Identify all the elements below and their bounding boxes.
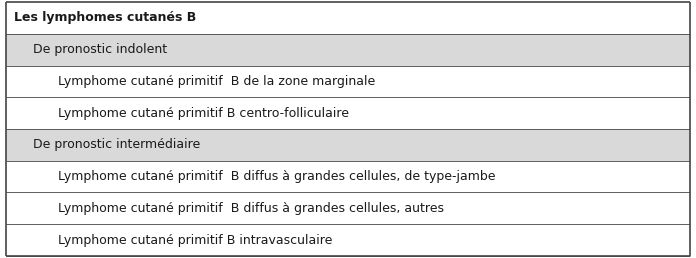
Text: Lymphome cutané primitif  B diffus à grandes cellules, de type-jambe: Lymphome cutané primitif B diffus à gran… <box>58 170 496 183</box>
Text: Lymphome cutané primitif B intravasculaire: Lymphome cutané primitif B intravasculai… <box>58 233 332 247</box>
Bar <box>6 2 690 34</box>
Bar <box>6 129 690 161</box>
Text: Lymphome cutané primitif B centro-folliculaire: Lymphome cutané primitif B centro-follic… <box>58 107 349 120</box>
Text: Lymphome cutané primitif  B diffus à grandes cellules, autres: Lymphome cutané primitif B diffus à gran… <box>58 202 444 215</box>
Bar <box>6 97 690 129</box>
Bar <box>6 34 690 66</box>
Bar <box>6 66 690 97</box>
Bar <box>6 192 690 224</box>
Bar <box>6 224 690 256</box>
Bar <box>6 161 690 192</box>
Text: Lymphome cutané primitif  B de la zone marginale: Lymphome cutané primitif B de la zone ma… <box>58 75 375 88</box>
Text: De pronostic intermédiaire: De pronostic intermédiaire <box>33 138 200 151</box>
Text: De pronostic indolent: De pronostic indolent <box>33 43 168 56</box>
Text: Les lymphomes cutanés B: Les lymphomes cutanés B <box>14 11 196 25</box>
